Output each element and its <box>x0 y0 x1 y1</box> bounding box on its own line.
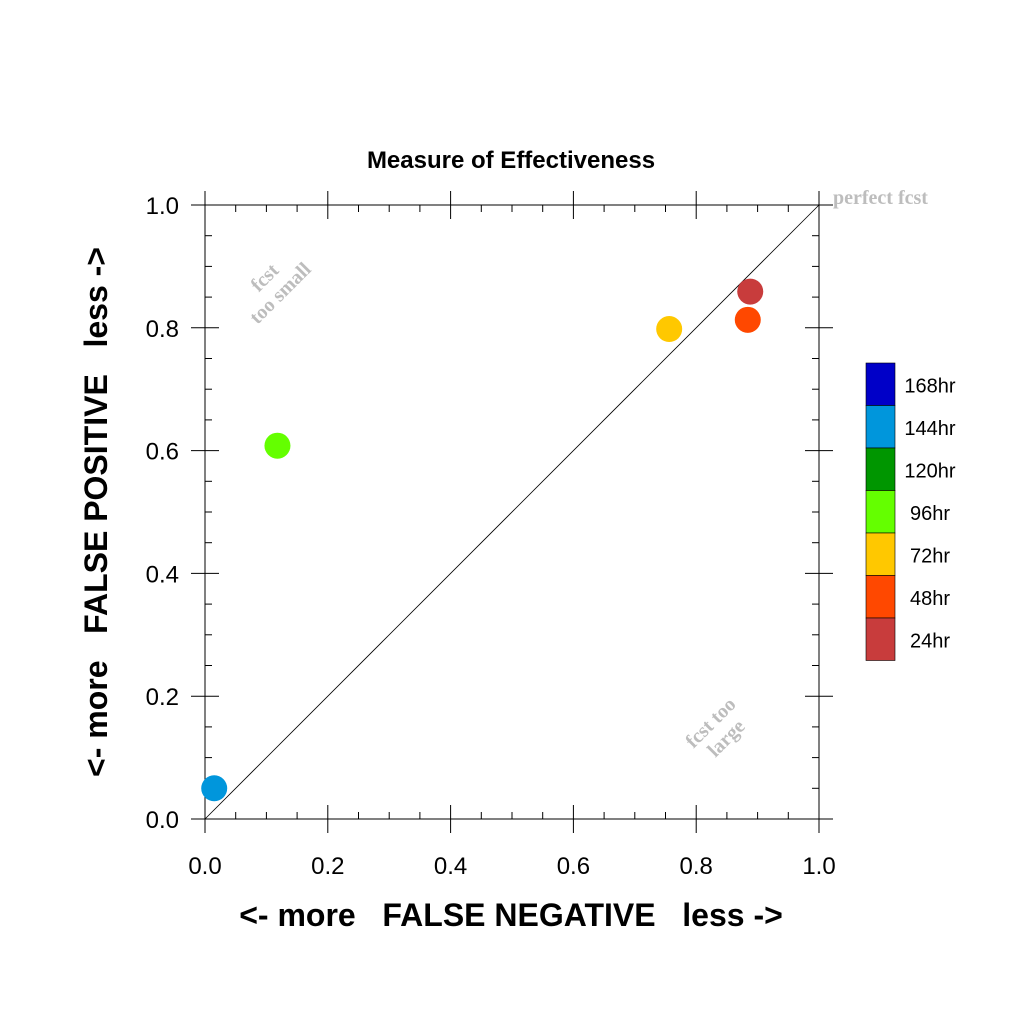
x-tick-label: 0.6 <box>557 853 590 880</box>
y-tick-label: 0.6 <box>146 439 179 466</box>
x-tick-label: 1.0 <box>802 853 835 880</box>
y-tick-label: 0.2 <box>146 684 179 711</box>
data-point-48hr <box>734 306 761 333</box>
legend-label-168hr: 168hr <box>904 375 955 397</box>
chart-title: Measure of Effectiveness <box>367 147 655 174</box>
x-tick-labels: 0.0 0.2 0.4 0.6 0.8 1.0 <box>188 853 835 880</box>
annotation-too-small-line2: too small <box>245 258 315 328</box>
diagonal-reference-line <box>204 204 820 820</box>
x-tick-label: 0.2 <box>311 853 344 880</box>
legend-swatch-48hr <box>865 575 896 619</box>
y-tick-label: 0.0 <box>146 807 179 834</box>
annotation-too-large: fcst too large <box>681 693 749 761</box>
x-tick-label: 0.0 <box>188 853 221 880</box>
legend: 168hr 144hr 120hr 96hr 72hr 48hr 24hr <box>865 362 956 661</box>
legend-label-48hr: 48hr <box>910 588 950 610</box>
annotation-too-small: fcst too small <box>245 258 315 328</box>
legend-label-72hr: 72hr <box>910 545 950 567</box>
legend-label-96hr: 96hr <box>910 503 950 525</box>
y-tick-label: 0.4 <box>146 561 179 588</box>
y-axis-title: <- more FALSE POSITIVE less -> <box>78 247 114 777</box>
data-point-24hr <box>737 278 764 305</box>
data-point-144hr <box>201 775 228 802</box>
legend-swatch-96hr <box>865 490 896 534</box>
x-axis-title: <- more FALSE NEGATIVE less -> <box>239 897 783 933</box>
y-tick-label: 1.0 <box>146 193 179 220</box>
legend-label-144hr: 144hr <box>904 418 955 440</box>
legend-swatch-24hr <box>865 617 896 661</box>
x-tick-label: 0.8 <box>680 853 713 880</box>
legend-label-24hr: 24hr <box>910 630 950 652</box>
legend-swatch-168hr <box>865 362 896 406</box>
axis-ticks <box>191 191 833 833</box>
legend-swatch-144hr <box>865 405 896 449</box>
x-tick-label: 0.4 <box>434 853 467 880</box>
legend-swatch-72hr <box>865 532 896 576</box>
data-points <box>201 278 764 802</box>
annotation-perfect-fcst: perfect fcst <box>833 187 928 209</box>
data-point-96hr <box>264 432 291 459</box>
y-tick-label: 0.8 <box>146 316 179 343</box>
y-tick-labels: 0.0 0.2 0.4 0.6 0.8 1.0 <box>146 193 179 834</box>
legend-swatch-120hr <box>865 447 896 491</box>
legend-label-120hr: 120hr <box>904 460 955 482</box>
data-point-72hr <box>656 316 683 343</box>
